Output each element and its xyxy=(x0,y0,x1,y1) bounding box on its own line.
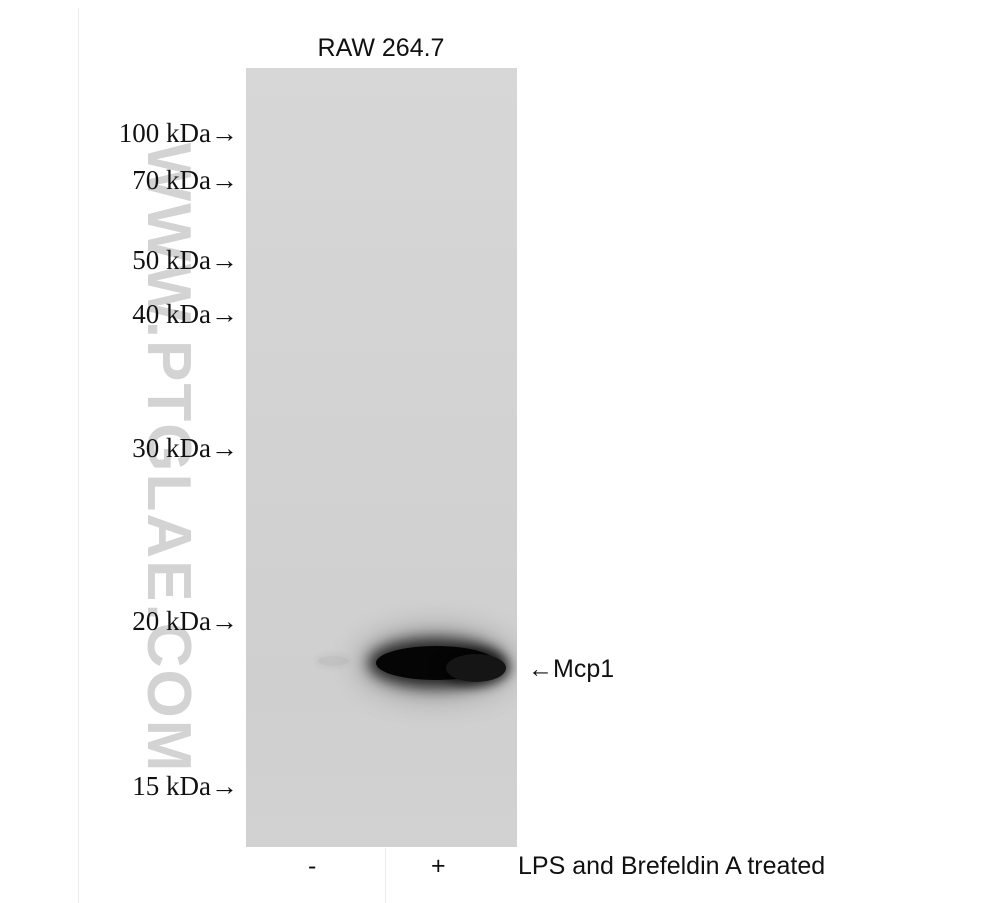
band-lane-1 xyxy=(318,656,348,666)
frame-lane-divider xyxy=(385,848,386,903)
marker-50kda: 50 kDa→ xyxy=(132,245,238,275)
marker-70kda: 70 kDa→ xyxy=(132,165,238,195)
marker-20kda: 20 kDa→ xyxy=(132,606,238,636)
treatment-label: LPS and Brefeldin A treated xyxy=(518,852,826,880)
marker-30kda: 30 kDa→ xyxy=(132,433,238,463)
marker-40kda: 40 kDa→ xyxy=(132,299,238,329)
frame-left-line xyxy=(78,8,79,903)
lane-2-sign: + xyxy=(431,852,446,880)
marker-15kda: 15 kDa→ xyxy=(132,771,238,801)
cell-line-label: RAW 264.7 xyxy=(317,34,445,62)
target-label-mcp1: ←Mcp1 xyxy=(528,655,615,683)
lane-1-sign: - xyxy=(308,852,317,880)
marker-100kda: 100 kDa→ xyxy=(118,118,238,148)
band-lane-2-tail xyxy=(446,654,506,682)
blot-membrane xyxy=(246,68,517,847)
